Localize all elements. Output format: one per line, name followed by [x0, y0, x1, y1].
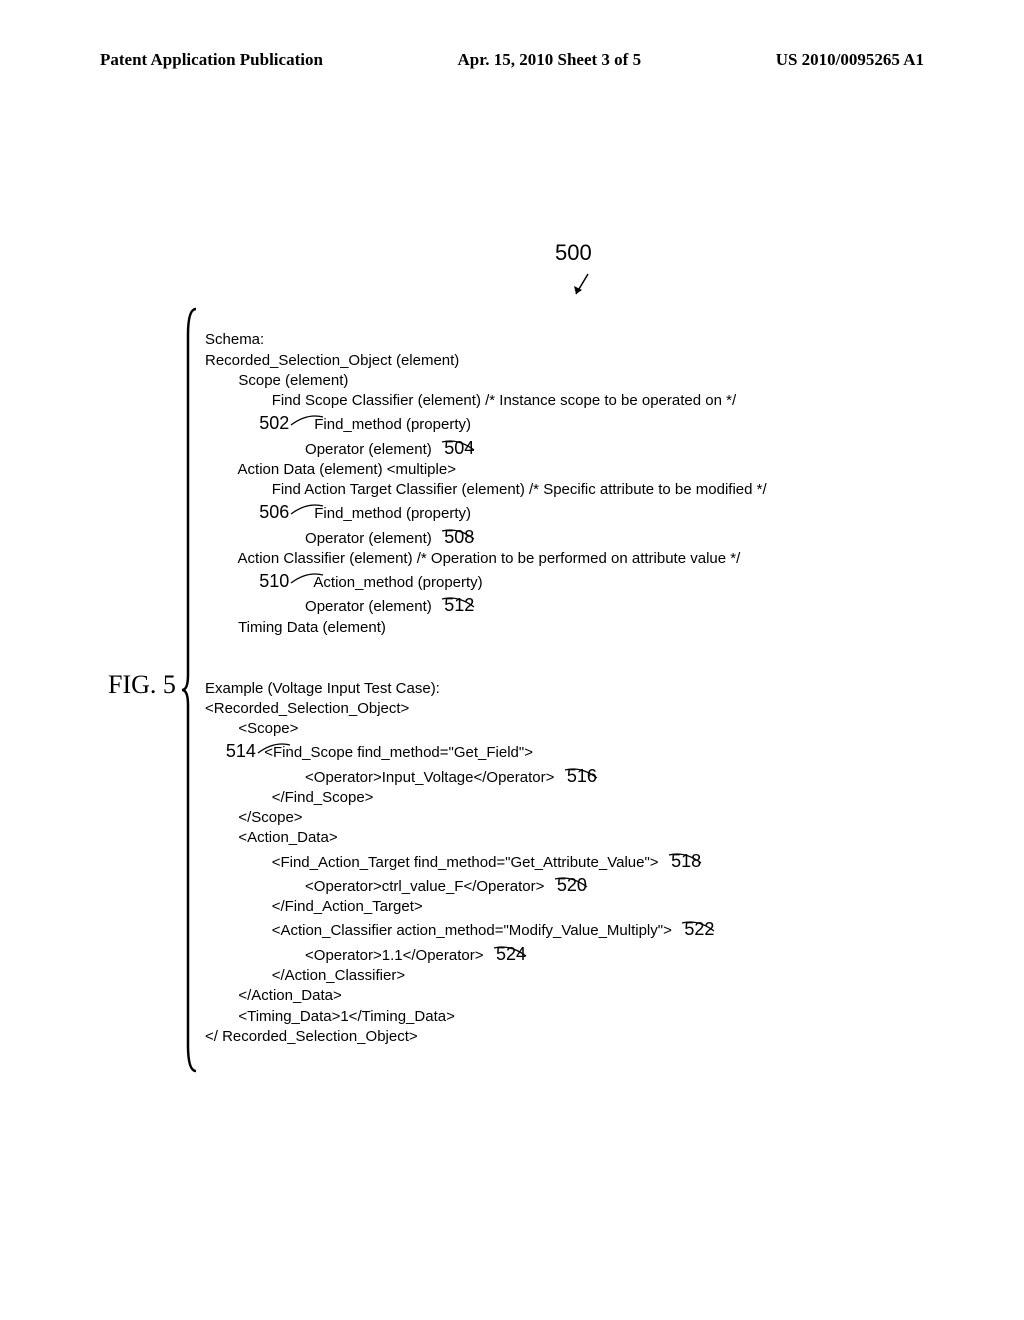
example-line: <Operator>1.1</Operator>: [305, 947, 483, 964]
schema-line: Operator (element): [305, 530, 432, 547]
header-right: US 2010/0095265 A1: [776, 50, 924, 70]
example-line: <Recorded_Selection_Object>: [205, 700, 409, 717]
example-line: </Find_Scope>: [272, 789, 374, 806]
schema-line: Find Scope Classifier (element) /* Insta…: [272, 392, 736, 409]
page-header: Patent Application Publication Apr. 15, …: [100, 50, 924, 70]
schema-line: Operator (element): [305, 598, 432, 615]
header-center: Apr. 15, 2010 Sheet 3 of 5: [458, 50, 642, 70]
leader-line-icon: [440, 436, 476, 452]
schema-line: Find_method (property): [314, 416, 471, 433]
example-line: <Find_Scope find_method="Get_Field">: [264, 744, 533, 761]
leader-line-icon: [492, 942, 528, 958]
schema-line: Scope (element): [238, 372, 348, 389]
schema-title: Schema:: [205, 331, 264, 348]
example-line: <Action_Data>: [238, 829, 337, 846]
example-line: <Operator>Input_Voltage</Operator>: [305, 769, 554, 786]
example-line: <Scope>: [238, 720, 298, 737]
schema-line: Timing Data (element): [238, 619, 386, 636]
example-line: </Find_Action_Target>: [272, 898, 423, 915]
example-line: </Action_Data>: [238, 987, 341, 1004]
schema-line: Recorded_Selection_Object (element): [205, 352, 459, 369]
arrow-icon: [570, 272, 600, 302]
example-title: Example (Voltage Input Test Case):: [205, 680, 440, 697]
example-line: <Action_Classifier action_method="Modify…: [272, 922, 672, 939]
leader-line-icon: [289, 411, 325, 427]
example-line: </Scope>: [238, 809, 302, 826]
leader-line-icon: [680, 917, 716, 933]
leader-line-icon: [553, 873, 589, 889]
example-line: </ Recorded_Selection_Object>: [205, 1028, 418, 1045]
schema-line: Find Action Target Classifier (element) …: [272, 481, 767, 498]
schema-line: Action_method (property): [313, 574, 482, 591]
schema-line: Action Data (element) <multiple>: [238, 461, 456, 478]
example-line: <Operator>ctrl_value_F</Operator>: [305, 878, 544, 895]
leader-line-icon: [440, 593, 476, 609]
example-line: </Action_Classifier>: [272, 967, 405, 984]
ref-506: 506: [259, 502, 289, 522]
leader-line-icon: [256, 739, 292, 755]
ref-500: 500: [555, 240, 592, 266]
header-left: Patent Application Publication: [100, 50, 323, 70]
leader-line-icon: [440, 525, 476, 541]
schema-line: Action Classifier (element) /* Operation…: [238, 550, 741, 567]
leader-line-icon: [289, 569, 325, 585]
ref-510: 510: [259, 571, 289, 591]
figure-content: Schema: Recorded_Selection_Object (eleme…: [205, 310, 767, 1047]
leader-line-icon: [563, 764, 599, 780]
example-line: <Find_Action_Target find_method="Get_Att…: [272, 854, 659, 871]
brace-icon: [180, 305, 200, 1075]
ref-502: 502: [259, 413, 289, 433]
figure-label: FIG. 5: [108, 670, 176, 700]
schema-line: Operator (element): [305, 441, 432, 458]
leader-line-icon: [289, 500, 325, 516]
leader-line-icon: [667, 849, 703, 865]
example-line: <Timing_Data>1</Timing_Data>: [238, 1008, 455, 1025]
ref-514: 514: [226, 741, 256, 761]
schema-line: Find_method (property): [314, 505, 471, 522]
